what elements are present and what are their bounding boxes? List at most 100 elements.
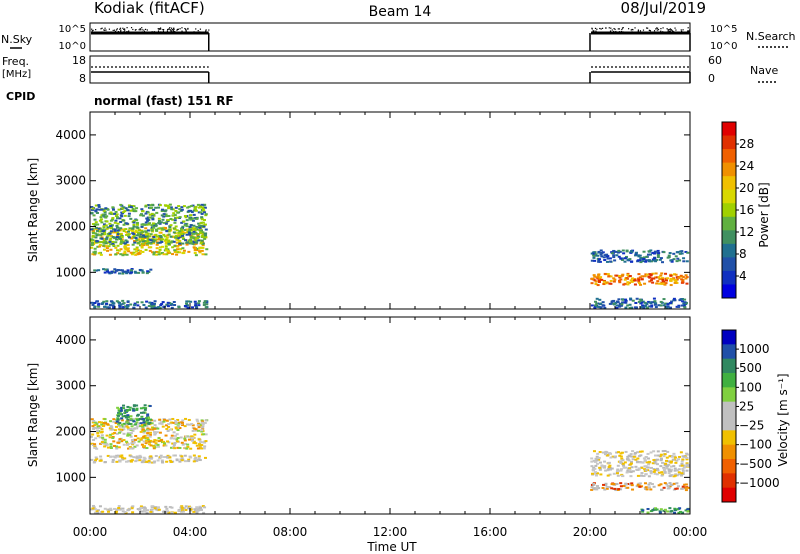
echo-cell (192, 236, 196, 239)
noise-search-dot (660, 27, 662, 30)
echo-cell (681, 485, 685, 488)
noise-search-dot (638, 31, 640, 33)
echo-cell (129, 271, 133, 274)
echo-cell (629, 460, 633, 463)
echo-cell (610, 483, 614, 486)
echo-cell (102, 423, 106, 426)
echo-cell (157, 219, 161, 222)
echo-cell (184, 417, 188, 420)
echo-cell (124, 207, 128, 210)
echo-cell (126, 508, 130, 511)
echo-cell (627, 470, 631, 473)
echo-cell (681, 300, 685, 303)
echo-cell (203, 223, 207, 226)
echo-cell (200, 430, 204, 433)
noise-search-dot (612, 31, 614, 33)
noise-search-dot (184, 27, 186, 30)
echo-cell (142, 431, 146, 434)
echo-cell (606, 273, 610, 276)
echo-cell (109, 509, 113, 512)
echo-cell (662, 304, 666, 307)
noise-search-dot (185, 30, 187, 32)
echo-cell (100, 230, 104, 233)
echo-cell (95, 300, 99, 303)
noise-search-dot (115, 29, 118, 31)
freq-trace (91, 66, 691, 83)
echo-cell (99, 458, 103, 461)
echo-cell (195, 444, 199, 447)
echo-cell (101, 302, 105, 305)
echo-cell (590, 457, 594, 460)
echo-cell (679, 298, 683, 301)
echo-cell (118, 304, 122, 307)
echo-cell (636, 468, 640, 471)
echo-cell (188, 227, 192, 230)
echo-cell (129, 435, 133, 438)
echo-cell (123, 457, 127, 460)
echo-cell (126, 305, 130, 308)
echo-cell (603, 306, 607, 309)
echo-cell (590, 486, 594, 489)
echo-cell (110, 231, 114, 234)
echo-cell (614, 250, 618, 253)
noise-search-dot (662, 31, 664, 33)
echo-cell (108, 240, 112, 243)
echo-cell (168, 456, 172, 459)
echo-cell (102, 230, 106, 233)
echo-cell (179, 248, 183, 251)
echo-cell (147, 459, 151, 462)
echo-cell (163, 442, 167, 445)
echo-cell (133, 209, 137, 212)
echo-cell (197, 302, 201, 305)
echo-cell (151, 222, 155, 225)
echo-cell (189, 240, 193, 243)
noise-search-dot (652, 31, 655, 34)
echo-cell (176, 446, 180, 449)
echo-cell (637, 467, 641, 470)
echo-cell (98, 208, 102, 211)
nsearch-label: N.Search (746, 30, 796, 43)
echo-cell (189, 218, 193, 221)
echo-cell (157, 251, 161, 254)
echo-cell (93, 443, 97, 446)
echo-cell (665, 306, 669, 309)
echo-cell (131, 207, 135, 210)
echo-cell (146, 229, 150, 232)
echo-cell (135, 250, 139, 253)
echo-cell (118, 431, 122, 434)
colorbar-tick-label: −1000 (739, 476, 780, 490)
echo-cell (669, 284, 673, 287)
echo-cell (662, 486, 666, 489)
echo-cell (183, 454, 187, 457)
echo-cell (598, 277, 602, 280)
power-x-ticks (89, 112, 691, 309)
echo-cell (113, 228, 117, 231)
echo-cell (108, 420, 112, 423)
noise-search-dot (173, 27, 175, 29)
echo-cell (125, 253, 129, 256)
echo-cell (630, 466, 634, 469)
noise-search-dot (205, 29, 207, 31)
echo-cell (132, 219, 136, 222)
echo-cell (149, 242, 153, 245)
echo-cell (616, 251, 620, 254)
echo-cell (628, 275, 632, 278)
echo-cell (98, 219, 102, 222)
echo-cell (631, 470, 635, 473)
echo-cell (651, 301, 655, 304)
echo-cell (656, 249, 660, 252)
echo-cell (115, 213, 119, 216)
echo-cell (150, 227, 154, 230)
echo-cell (199, 211, 203, 214)
echo-cell (162, 420, 166, 423)
echo-cell (197, 239, 201, 242)
echo-cell (183, 231, 187, 234)
echo-cell (97, 421, 101, 424)
echo-cell (115, 236, 119, 239)
echo-cell (201, 246, 205, 249)
echo-cell (185, 243, 189, 246)
echo-cell (680, 472, 684, 475)
echo-cell (121, 228, 125, 231)
echo-cell (140, 461, 144, 464)
echo-cell (666, 305, 670, 308)
